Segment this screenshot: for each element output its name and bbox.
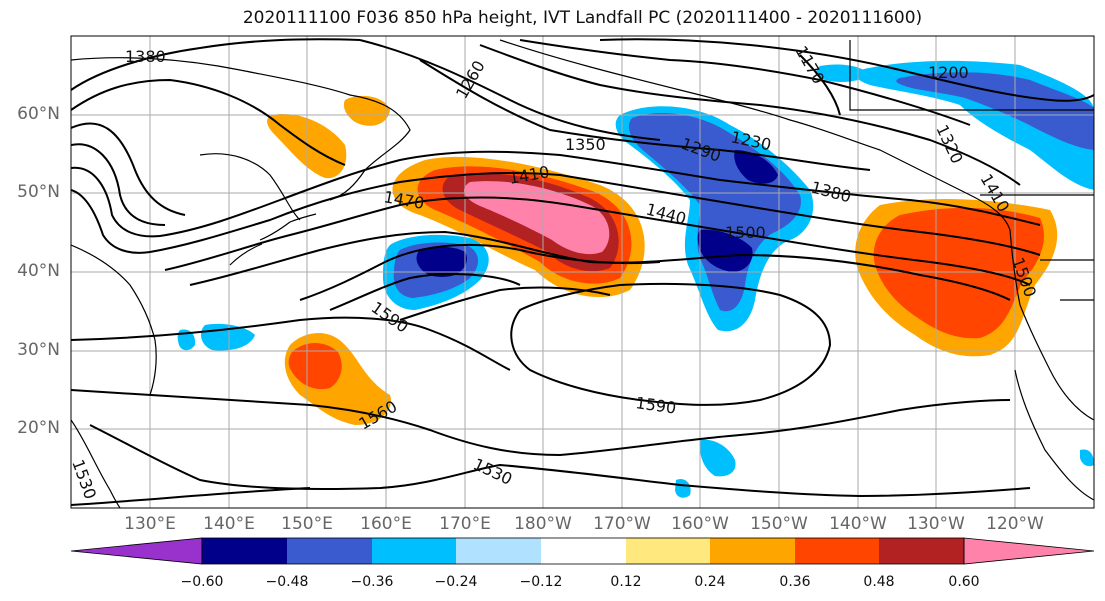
colorbar-extend-low [70, 537, 203, 565]
colorbar-tick-label: 0.12 [610, 574, 642, 590]
height-contours [71, 38, 1094, 506]
lon-label: 120°W [986, 514, 1044, 534]
lon-label: 140°E [203, 514, 255, 534]
contour-label: 1200 [928, 63, 969, 82]
lon-label: 150°W [750, 514, 808, 534]
lat-label: 60°N [17, 104, 60, 124]
colorbar-tick-label: 0.24 [694, 574, 726, 590]
lon-label: 160°E [360, 514, 412, 534]
colorbar-segment [456, 538, 541, 564]
lon-label: 160°W [671, 514, 729, 534]
lat-label: 50°N [17, 182, 60, 202]
lon-label: 130°E [124, 514, 176, 534]
colorbar-tick-label: 0.48 [863, 574, 895, 590]
colorbar-segment [202, 538, 287, 564]
colorbar-extend-high [963, 537, 1095, 565]
colorbar-tick-label: −0.48 [265, 574, 309, 590]
colorbar-segment [541, 538, 626, 564]
lon-label: 170°W [593, 514, 651, 534]
plot-title: 2020111100 F036 850 hPa height, IVT Land… [242, 8, 923, 28]
colorbar-segment [879, 538, 964, 564]
lon-label: 180°W [514, 514, 572, 534]
lon-label: 130°W [907, 514, 965, 534]
lat-label: 30°N [17, 340, 60, 360]
contour-label: 1500 [725, 223, 766, 242]
contour-label: 1350 [565, 135, 606, 154]
colorbar-tick-label: 0.36 [779, 574, 811, 590]
contour-label: 1380 [125, 47, 166, 66]
colorbar-tick-label: −0.12 [519, 574, 563, 590]
lat-label: 40°N [17, 261, 60, 281]
ivt-anomaly-fill [177, 60, 1094, 498]
colorbar-tick-label: 0.60 [948, 574, 980, 590]
lat-label: 20°N [17, 418, 60, 438]
colorbar-segment [287, 538, 372, 564]
colorbar-segment [710, 538, 795, 564]
colorbar [70, 537, 1095, 565]
colorbar-segment [795, 538, 879, 564]
lon-label: 140°W [829, 514, 887, 534]
colorbar-tick-label: −0.36 [350, 574, 394, 590]
colorbar-tick-label: −0.60 [180, 574, 224, 590]
colorbar-segment [626, 538, 710, 564]
lon-label: 150°E [281, 514, 333, 534]
lon-label: 170°E [439, 514, 491, 534]
colorbar-tick-label: −0.24 [434, 574, 478, 590]
gridlines [71, 36, 1094, 508]
colorbar-segment [372, 538, 456, 564]
